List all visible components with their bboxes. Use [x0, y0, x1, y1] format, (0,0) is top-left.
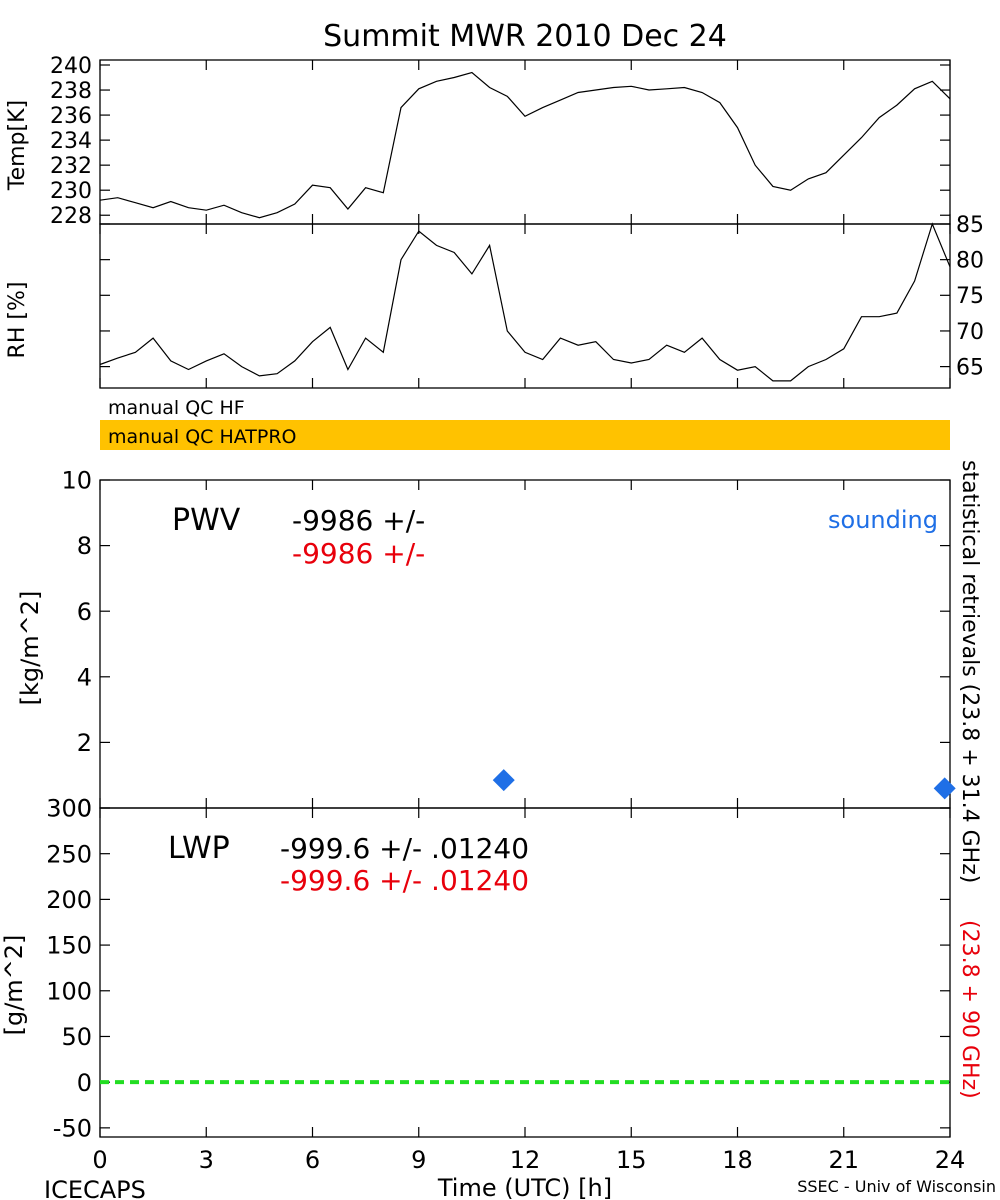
pwv-y-tick-label-2: 4 [77, 663, 92, 691]
pwv-label: PWV [172, 503, 241, 538]
temp-y-tick-label-4: 236 [50, 104, 92, 129]
temp-y-tick-label-5: 238 [50, 79, 92, 104]
lwp-y-tick-label-7: 300 [46, 795, 92, 823]
sounding-points [492, 769, 956, 800]
temp-y-tick-label-2: 232 [50, 154, 92, 179]
qc-section: manual QC HF manual QC HATPRO [100, 397, 950, 450]
sounding-point-0 [492, 769, 515, 792]
figure-title: Summit MWR 2010 Dec 24 [323, 19, 727, 54]
lwp-panel: -50 0 50 100 150 200 250 300 [g/m^2] LWP -999.6… [0, 795, 951, 1143]
rh-y-tick-label-3: 80 [956, 249, 984, 274]
lwp-value-red: -999.6 +/- .01240 [280, 864, 529, 897]
lwp-label: LWP [168, 831, 230, 866]
x-tick-label-5: 15 [616, 1146, 647, 1174]
rh-y-tick-label-2: 75 [956, 284, 984, 309]
pwv-y-tick-labels: 0 2 4 6 8 10 [61, 467, 92, 823]
sounding-point-1 [933, 777, 956, 800]
lwp-y-tick-label-0: -50 [53, 1115, 92, 1143]
pwv-value-red: -9986 +/- [292, 537, 425, 570]
temp-y-ticks [100, 64, 950, 216]
footer-left: ICECAPS [44, 1176, 146, 1200]
pwv-y-tick-label-0: 0 [77, 795, 92, 823]
rh-y-tick-label-1: 70 [956, 320, 984, 345]
lwp-y-tick-label-2: 50 [61, 1023, 92, 1051]
lwp-y-axis-label: [g/m^2] [0, 935, 28, 1036]
x-tick-label-3: 9 [411, 1146, 426, 1174]
rh-y-ticks [100, 223, 950, 368]
temp-y-tick-label-3: 234 [50, 129, 92, 154]
x-tick-label-6: 18 [722, 1146, 753, 1174]
rh-plot-frame [99, 223, 951, 389]
x-tick-label-1: 3 [199, 1146, 214, 1174]
temp-y-tick-label-6: 240 [50, 54, 92, 79]
qc-hatpro-bar [100, 420, 950, 450]
rh-y-tick-labels: 65 70 75 80 85 [956, 213, 984, 381]
lwp-y-tick-label-6: 250 [46, 840, 92, 868]
x-axis-label: Time (UTC) [h] [437, 1174, 612, 1200]
x-tick-label-7: 21 [828, 1146, 859, 1174]
rh-series-line [99, 222, 951, 382]
x-axis-tick-labels: 0 3 6 9 12 15 18 21 24 [92, 1146, 965, 1174]
pwv-value-black: -9986 +/- [292, 504, 425, 537]
x-tick-label-4: 12 [510, 1146, 541, 1174]
lwp-y-tick-label-3: 100 [46, 977, 92, 1005]
x-tick-label-8: 24 [935, 1146, 966, 1174]
lwp-y-tick-label-1: 0 [77, 1069, 92, 1097]
lwp-y-tick-labels: -50 0 50 100 150 200 250 300 [46, 795, 92, 1143]
pwv-y-axis-label: [kg/m^2] [16, 591, 44, 706]
side-label-black: statistical retrievals (23.8 + 31.4 GHz) [957, 460, 982, 883]
pwv-y-tick-label-1: 2 [77, 729, 92, 757]
rh-y-axis-label: RH [%] [5, 282, 30, 359]
temp-y-axis-label: Temp[K] [5, 100, 30, 191]
pwv-panel: 0 2 4 6 8 10 [kg/m^2] PWV -9986 +/- -9986 +/-… [16, 467, 956, 823]
sounding-legend: sounding [828, 506, 938, 534]
rh-y-tick-label-0: 65 [956, 356, 984, 381]
lwp-y-tick-label-4: 150 [46, 932, 92, 960]
temp-plot-frame [99, 59, 951, 225]
x-tick-label-0: 0 [92, 1146, 107, 1174]
rh-panel: 65 70 75 80 85 RH [%] [5, 213, 984, 389]
footer-right: SSEC - Univ of Wisconsin [797, 1177, 996, 1196]
pwv-y-tick-label-3: 6 [77, 598, 92, 626]
temp-series-line [99, 71, 951, 219]
side-label-red: (23.8 + 90 GHz) [957, 920, 982, 1099]
pwv-y-tick-label-5: 10 [61, 467, 92, 495]
qc-hatpro-label: manual QC HATPRO [108, 426, 297, 448]
x-tick-label-2: 6 [305, 1146, 320, 1174]
temp-y-tick-label-0: 228 [50, 204, 92, 229]
pwv-y-tick-label-4: 8 [77, 532, 92, 560]
rh-y-tick-label-4: 85 [956, 213, 984, 238]
lwp-y-tick-label-5: 200 [46, 886, 92, 914]
temp-y-tick-label-1: 230 [50, 179, 92, 204]
x-axis-ticks [99, 60, 951, 1137]
qc-hf-label: manual QC HF [108, 397, 245, 419]
lwp-value-black: -999.6 +/- .01240 [280, 832, 529, 865]
